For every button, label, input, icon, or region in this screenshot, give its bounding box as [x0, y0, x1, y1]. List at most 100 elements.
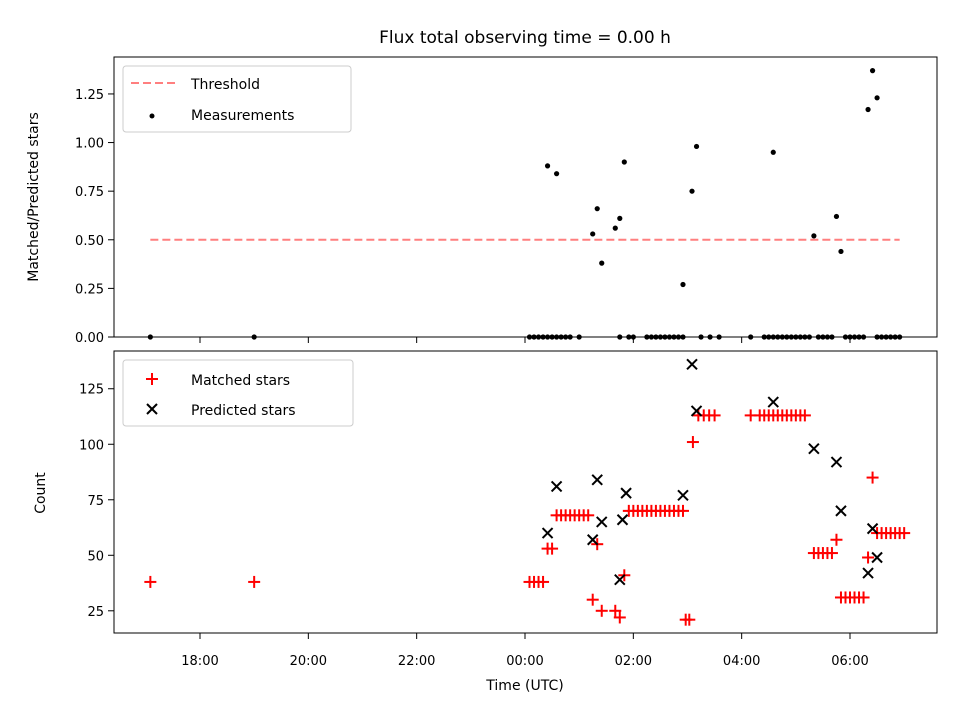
ratio-y-tick-label: 0.75	[75, 185, 104, 200]
count-x-tick-label: 06:00	[831, 654, 868, 669]
measurement-point	[617, 215, 623, 221]
measurement-point	[653, 334, 659, 340]
ratio-legend: Threshold Measurements	[122, 65, 352, 133]
matched-star-point	[546, 542, 559, 555]
measurement-point	[793, 334, 799, 340]
predicted-star-point	[616, 514, 629, 526]
measurement-point	[842, 334, 849, 340]
matched-stars-legend-label: Matched stars	[191, 373, 290, 389]
count-x-axis-ticks: 18:00 20:00 22:00 00:00 02:00 04:00 06:00	[181, 633, 869, 669]
measurement-point	[698, 334, 704, 340]
measurement-point	[797, 334, 803, 340]
measurement-point	[553, 171, 560, 177]
measurement-point	[788, 334, 794, 340]
measurement-point	[761, 334, 767, 340]
measurement-point	[779, 334, 785, 340]
measurement-point	[558, 334, 564, 340]
count-x-tick-label: 22:00	[398, 654, 435, 669]
predicted-star-point	[830, 456, 843, 468]
matched-star-point	[676, 504, 689, 517]
matched-star-point	[686, 436, 699, 449]
measurement-point	[612, 225, 618, 231]
measurement-point	[626, 334, 632, 340]
measurement-point	[878, 334, 885, 340]
measurement-point	[662, 334, 668, 340]
measurement-point	[869, 68, 876, 74]
measurement-point	[865, 106, 871, 113]
measurement-point	[833, 213, 840, 220]
count-y-tick-label: 125	[79, 383, 104, 398]
matched-star-point	[609, 604, 622, 617]
measurement-point	[811, 233, 817, 239]
measurement-point	[671, 334, 677, 340]
count-panel: 25 50 75 100 125 18:00 20:00 22:00 00:00 02:00 04…	[33, 350, 938, 694]
measurement-point	[590, 231, 596, 237]
matched-star-point	[248, 575, 261, 588]
measurement-point	[829, 334, 835, 340]
measurement-point	[716, 334, 722, 340]
count-x-tick-label: 20:00	[290, 654, 327, 669]
count-y-tick-label: 75	[87, 494, 104, 509]
predicted-star-point	[871, 551, 883, 564]
count-y-tick-label: 50	[87, 549, 104, 564]
ratio-y-tick-label: 1.25	[75, 88, 104, 103]
predicted-star-point	[614, 574, 626, 586]
chart-title: Flux total observing time = 0.00 h	[379, 28, 671, 48]
ratio-y-axis-ticks: 0.00 0.25 0.50 0.75 1.00 1.25	[75, 88, 114, 346]
ratio-y-tick-label: 0.00	[75, 331, 104, 346]
matched-star-point	[825, 547, 838, 560]
measurement-point	[806, 334, 812, 340]
predicted-stars-legend-label: Predicted stars	[191, 403, 296, 419]
count-marks	[144, 358, 911, 626]
measurement-point	[815, 334, 822, 340]
count-y-tick-label: 100	[79, 438, 104, 453]
measurement-point	[549, 334, 555, 340]
ratio-y-axis-label: Matched/Predicted stars	[26, 112, 42, 282]
count-x-tick-label: 04:00	[723, 654, 760, 669]
measurement-point	[775, 334, 781, 340]
count-legend: Matched stars Predicted stars	[122, 359, 354, 427]
measurement-point	[567, 334, 573, 340]
count-x-tick-label: 00:00	[506, 654, 543, 669]
predicted-star-point	[767, 396, 779, 408]
predicted-star-point	[587, 534, 599, 546]
measurement-point	[680, 281, 686, 288]
measurement-point	[599, 260, 605, 266]
matched-star-point	[862, 551, 875, 564]
measurement-point	[693, 143, 700, 150]
measurement-point	[824, 334, 831, 340]
predicted-star-point	[835, 505, 847, 517]
measurement-point	[689, 188, 695, 194]
measurement-point	[540, 334, 546, 340]
count-y-axis-ticks: 25 50 75 100 125	[79, 383, 114, 620]
measurement-point	[576, 334, 582, 340]
measurement-point	[553, 334, 560, 340]
measurement-point	[666, 334, 673, 340]
matched-star-point	[537, 575, 550, 588]
predicted-star-point	[866, 522, 879, 535]
measurement-point	[770, 334, 776, 340]
measurement-point	[784, 334, 790, 340]
ratio-y-tick-label: 0.50	[75, 234, 104, 249]
count-y-axis-label: Count	[33, 472, 49, 514]
threshold-legend-label: Threshold	[190, 77, 260, 93]
measurement-point	[874, 334, 880, 340]
measurement-point	[544, 163, 551, 169]
measurement-point	[888, 334, 894, 340]
measurements-legend-swatch	[149, 113, 155, 119]
measurement-point	[621, 159, 627, 165]
measurement-point	[838, 248, 844, 255]
measurements-legend-label: Measurements	[191, 108, 294, 124]
measurement-point	[766, 334, 772, 340]
predicted-star-point	[808, 442, 820, 455]
predicted-star-point	[596, 516, 608, 528]
measurement-point	[851, 334, 858, 340]
measurement-point	[892, 334, 898, 340]
measurement-point	[648, 334, 654, 340]
measurement-point	[883, 334, 889, 340]
measurement-point	[860, 334, 867, 340]
matched-star-point	[613, 611, 626, 624]
count-y-tick-label: 25	[87, 605, 104, 620]
matched-star-point	[830, 533, 843, 546]
